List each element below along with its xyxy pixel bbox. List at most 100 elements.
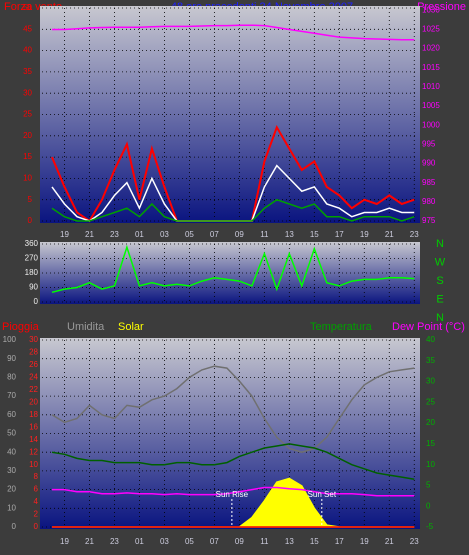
y-tick-label: 0 — [34, 297, 39, 306]
y2-tick-label: S — [436, 275, 443, 287]
y-tick-label: 40 — [23, 46, 32, 55]
x-tick-label: 17 — [335, 537, 344, 546]
y3-tick-label: 10 — [29, 460, 38, 469]
x-tick-label: 15 — [310, 230, 319, 239]
y-tick-label: 90 — [29, 283, 38, 292]
y2-tick-label: 30 — [426, 377, 435, 386]
x-tick-label: 19 — [360, 537, 369, 546]
series-label: Umidita — [67, 321, 105, 333]
y2-tick-label: 980 — [422, 197, 436, 206]
x-tick-label: 09 — [235, 537, 244, 546]
y3-tick-label: 20 — [29, 397, 38, 406]
y3-tick-label: 24 — [29, 373, 38, 382]
x-tick-label: 23 — [410, 537, 419, 546]
y-tick-label: 360 — [25, 239, 39, 248]
y-tick-label: 35 — [23, 67, 32, 76]
y-tick-label: 70 — [7, 391, 16, 400]
y-tick-label: 40 — [7, 447, 16, 456]
series-line — [51, 365, 415, 453]
y3-tick-label: 4 — [34, 497, 39, 506]
y3-tick-label: 6 — [34, 485, 39, 494]
y-tick-label: 0 — [28, 216, 33, 225]
y-tick-label: 270 — [25, 254, 39, 263]
x-tick-label: 23 — [110, 230, 119, 239]
x-tick-label: 19 — [60, 537, 69, 546]
y-tick-label: 50 — [7, 429, 16, 438]
y2-tick-label: N — [436, 312, 444, 324]
x-tick-label: 01 — [135, 537, 144, 546]
y2-tick-label: -5 — [426, 522, 434, 531]
x-tick-label: 23 — [410, 230, 419, 239]
y-tick-label: 30 — [7, 466, 16, 475]
x-tick-label: 17 — [335, 230, 344, 239]
x-tick-label: 21 — [85, 537, 94, 546]
y3-tick-label: 14 — [29, 435, 38, 444]
y3-tick-label: 26 — [29, 360, 38, 369]
x-tick-label: 13 — [285, 230, 294, 239]
y3-tick-label: 8 — [34, 472, 39, 481]
series-label: Dew Point (°C) — [392, 321, 465, 333]
x-tick-label: 19 — [360, 230, 369, 239]
series-line — [51, 443, 415, 480]
series-label: Solar — [118, 321, 144, 333]
x-tick-label: 07 — [210, 537, 219, 546]
y2-tick-label: 1005 — [422, 101, 440, 110]
y2-tick-label: 1025 — [422, 25, 440, 34]
y-tick-label: 10 — [7, 503, 16, 512]
y3-tick-label: 12 — [29, 447, 38, 456]
y-tick-label: 180 — [25, 268, 39, 277]
y-tick-label: 45 — [23, 24, 32, 33]
x-tick-label: 21 — [385, 537, 394, 546]
y2-tick-label: 1015 — [422, 63, 440, 72]
y-tick-label: 80 — [7, 373, 16, 382]
y2-tick-label: 35 — [426, 356, 435, 365]
x-tick-label: 03 — [160, 230, 169, 239]
x-tick-label: 21 — [85, 230, 94, 239]
y2-tick-label: 15 — [426, 439, 435, 448]
x-tick-label: 03 — [160, 537, 169, 546]
y-tick-label: 25 — [23, 110, 32, 119]
y3-tick-label: 16 — [29, 422, 38, 431]
series-line — [51, 244, 415, 294]
y-tick-label: 0 — [12, 522, 17, 531]
y3-tick-label: 18 — [29, 410, 38, 419]
y2-tick-label: 995 — [422, 139, 436, 148]
y-tick-label: 20 — [23, 131, 32, 140]
x-tick-label: 23 — [110, 537, 119, 546]
y-tick-label: 100 — [3, 335, 17, 344]
y2-tick-label: 20 — [426, 418, 435, 427]
x-tick-label: 07 — [210, 230, 219, 239]
y3-tick-label: 0 — [34, 522, 39, 531]
x-tick-label: 05 — [185, 230, 194, 239]
annotation: Sun Rise — [216, 490, 249, 499]
x-tick-label: 05 — [185, 537, 194, 546]
y2-tick-label: 40 — [426, 335, 435, 344]
x-tick-label: 19 — [60, 230, 69, 239]
y3-tick-label: 22 — [29, 385, 38, 394]
series-label: Pioggia — [2, 321, 40, 333]
y-tick-label: 20 — [7, 485, 16, 494]
y2-tick-label: 1010 — [422, 82, 440, 91]
y-tick-label: 90 — [7, 354, 16, 363]
series-line — [52, 486, 415, 497]
y2-tick-label: 25 — [426, 397, 435, 406]
y2-tick-label: 0 — [426, 501, 431, 510]
x-tick-label: 15 — [310, 537, 319, 546]
x-tick-label: 01 — [135, 230, 144, 239]
y-tick-label: 10 — [23, 174, 32, 183]
y-tick-label: 50 — [23, 3, 32, 12]
series-line — [51, 198, 415, 222]
y3-tick-label: 2 — [34, 510, 39, 519]
x-tick-label: 21 — [385, 230, 394, 239]
pressure-label: Pressione — [417, 1, 466, 13]
y2-tick-label: 990 — [422, 159, 436, 168]
y3-tick-label: 28 — [29, 348, 38, 357]
y-tick-label: 15 — [23, 152, 32, 161]
y2-tick-label: 975 — [422, 216, 436, 225]
y2-tick-label: 1020 — [422, 44, 440, 53]
x-tick-label: 13 — [285, 537, 294, 546]
y2-tick-label: 1000 — [422, 120, 440, 129]
series-label: Temperatura — [310, 321, 373, 333]
y2-tick-label: 5 — [426, 481, 431, 490]
